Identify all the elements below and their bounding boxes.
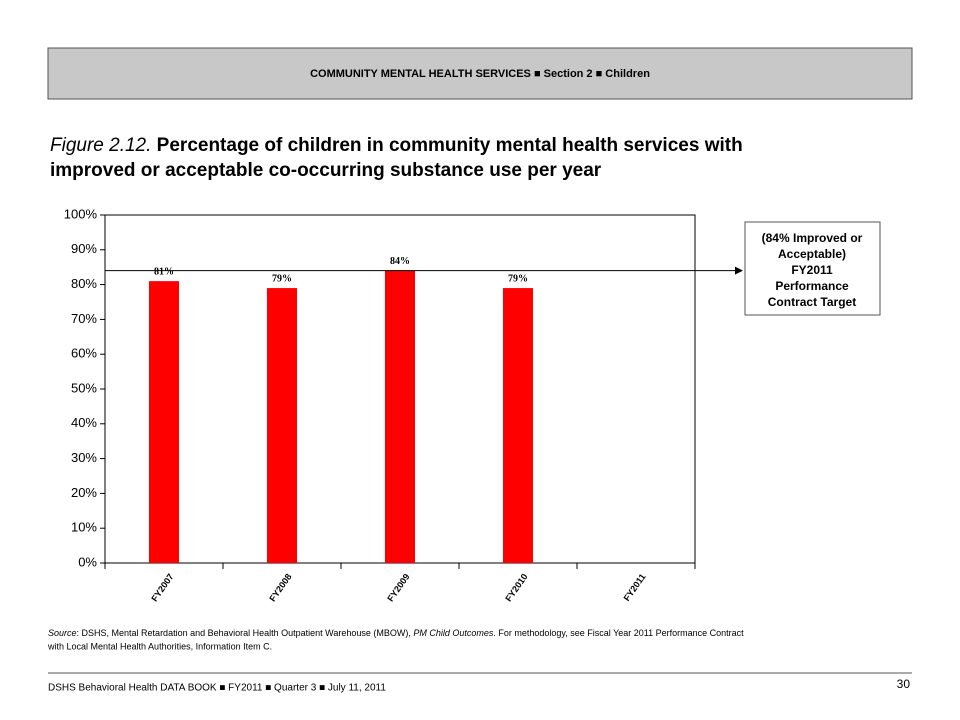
bar [267, 288, 297, 563]
value-label: 81% [154, 266, 174, 277]
page-number: 30 [897, 677, 911, 691]
bar [149, 281, 179, 563]
title-figure: Figure 2.12. [50, 135, 151, 156]
bar [503, 288, 533, 563]
bar [385, 270, 415, 563]
value-label: 79% [272, 273, 292, 284]
y-tick-label: 40% [71, 415, 97, 430]
y-tick-label: 60% [71, 346, 97, 361]
target-label: Contract Target [768, 295, 856, 309]
y-tick-label: 90% [71, 241, 97, 256]
source-part: Source [48, 628, 77, 638]
target-arrow [735, 266, 743, 275]
y-tick-label: 0% [78, 554, 97, 569]
header: COMMUNITY MENTAL HEALTH SERVICES ■ Secti… [310, 68, 650, 80]
header-box [47, 47, 913, 100]
source: with Local Mental Health Authorities, In… [47, 641, 272, 651]
target-label: Performance [775, 279, 849, 293]
target-label: FY2011 [791, 263, 833, 277]
y-tick-label: 50% [71, 380, 97, 395]
x-tick-label: FY2008 [267, 572, 293, 604]
target-label: Acceptable) [778, 247, 846, 261]
x-tick-label: FY2007 [149, 572, 175, 604]
x-tick-label: FY2009 [385, 572, 411, 604]
x-tick-label: FY2010 [503, 572, 529, 604]
footer: DSHS Behavioral Health DATA BOOK ■ FY201… [48, 683, 386, 694]
chart-title: Figure 2.12. Percentage of children in c… [50, 135, 743, 156]
y-tick-label: 30% [71, 450, 97, 465]
source-part: PM Child Outcomes [413, 628, 494, 638]
source: Source: DSHS, Mental Retardation and Beh… [48, 628, 744, 638]
source-part: . For methodology, see Fiscal Year 2011 … [493, 628, 744, 638]
title-text: Percentage of children in community ment… [151, 135, 742, 156]
chart-title: improved or acceptable co-occurring subs… [50, 160, 602, 181]
y-tick-label: 20% [71, 485, 97, 500]
y-tick-label: 100% [64, 206, 98, 221]
y-tick-label: 70% [71, 311, 97, 326]
value-label: 84% [390, 256, 410, 267]
x-tick-label: FY2011 [622, 572, 648, 603]
target-label: (84% Improved or [762, 231, 863, 245]
source-part: : DSHS, Mental Retardation and Behaviora… [77, 628, 414, 638]
target-box [744, 221, 881, 316]
y-tick-label: 10% [71, 520, 97, 535]
y-tick-label: 80% [71, 276, 97, 291]
value-label: 79% [508, 273, 528, 284]
